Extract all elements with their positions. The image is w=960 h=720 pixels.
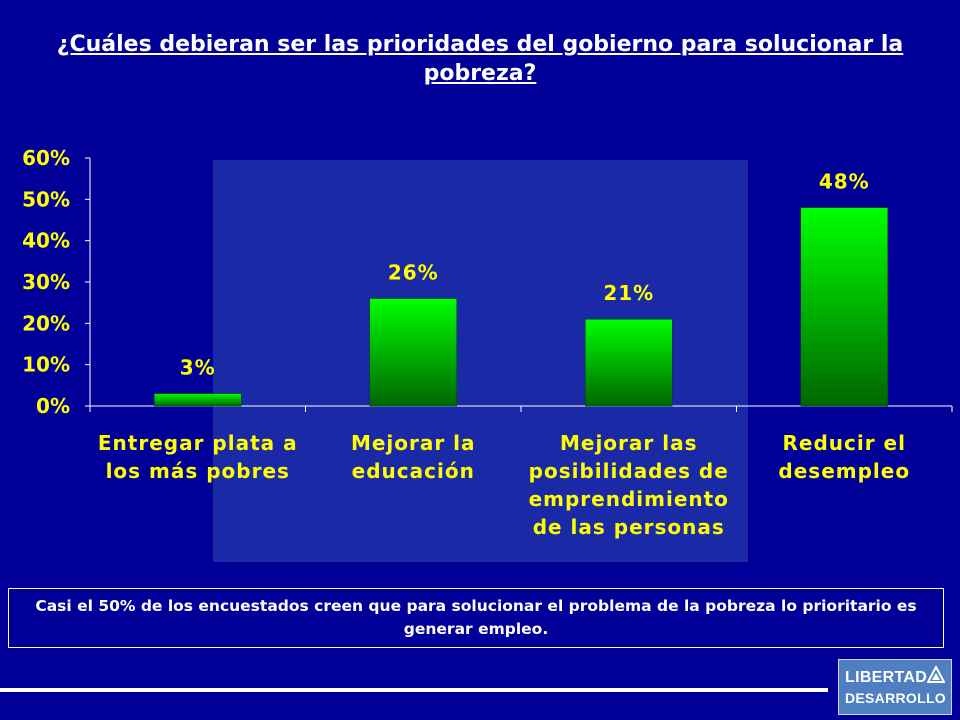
data-label: 48% xyxy=(819,170,870,194)
bar xyxy=(369,298,457,407)
data-label: 21% xyxy=(603,281,654,305)
chart-title: ¿Cuáles debieran ser las prioridades del… xyxy=(56,32,904,86)
category-label: posibilidades de xyxy=(529,459,729,483)
category-label: Mejorar la xyxy=(351,431,476,455)
data-label: 26% xyxy=(388,261,439,285)
y-tick-label: 0% xyxy=(36,394,70,418)
category-label: de las personas xyxy=(533,515,725,539)
logo-triangle-icon xyxy=(927,666,945,683)
category-label: educación xyxy=(352,459,475,483)
category-label: Reducir el xyxy=(783,431,906,455)
libertad-desarrollo-logo: LIBERTAD DESARROLLO xyxy=(838,659,952,715)
y-tick-label: 20% xyxy=(22,311,70,335)
y-tick-label: 10% xyxy=(22,353,70,377)
logo-line-1: LIBERTAD xyxy=(845,669,928,686)
bar xyxy=(154,393,242,407)
y-tick-label: 50% xyxy=(22,187,70,211)
category-label: desempleo xyxy=(778,459,910,483)
footer-rule xyxy=(0,688,828,692)
summary-note: Casi el 50% de los encuestados creen que… xyxy=(8,588,944,648)
bar xyxy=(800,207,888,407)
y-tick-label: 30% xyxy=(22,270,70,294)
category-label: emprendimiento xyxy=(529,487,729,511)
y-tick-label: 40% xyxy=(22,229,70,253)
logo-line-2: DESARROLLO xyxy=(845,690,946,706)
category-label: Mejorar las xyxy=(560,431,698,455)
bar xyxy=(585,318,673,407)
category-label: Entregar plata a xyxy=(98,431,298,455)
data-label: 3% xyxy=(180,356,216,380)
category-label: los más pobres xyxy=(106,459,290,483)
bar-chart: 0% 10% 20% 30% 40% 50% 60% 3% Entregar plata a lo… xyxy=(22,146,953,539)
y-tick-label: 60% xyxy=(22,146,70,170)
